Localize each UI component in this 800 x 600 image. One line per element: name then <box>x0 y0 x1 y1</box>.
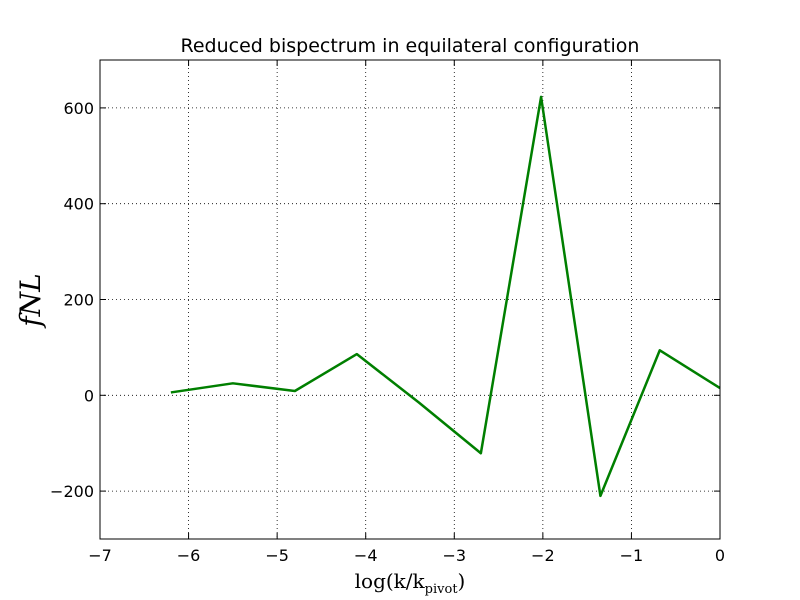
y-tick-label: −200 <box>50 482 94 501</box>
x-tick-label: −6 <box>177 546 201 565</box>
y-tick-label: 600 <box>63 99 94 118</box>
chart-title: Reduced bispectrum in equilateral config… <box>181 35 640 57</box>
x-tick-label: 0 <box>715 546 725 565</box>
x-tick-label: −4 <box>354 546 378 565</box>
x-tick-label: −2 <box>531 546 555 565</box>
grid <box>99 60 721 539</box>
x-tick-label: −3 <box>442 546 466 565</box>
x-tick-label: −7 <box>88 546 112 565</box>
x-axis-label-sub: pivot <box>425 582 459 597</box>
axis-ticks: −7 −6 −5 −4 −3 −2 −1 0 −200 0 200 400 600 <box>50 60 725 565</box>
series-layer <box>170 95 721 498</box>
y-tick-label: 200 <box>63 291 94 310</box>
series-line <box>170 95 721 498</box>
x-tick-label: −1 <box>620 546 644 565</box>
x-axis-label-main: log(k/k <box>355 569 426 593</box>
x-tick-label: −5 <box>265 546 289 565</box>
y-axis-label: fNL <box>14 273 47 328</box>
y-tick-label: 400 <box>63 195 94 214</box>
x-axis-label-close: ) <box>458 569 466 593</box>
y-tick-label: 0 <box>84 386 94 405</box>
x-axis-label: log(k/kpivot) <box>355 569 466 597</box>
